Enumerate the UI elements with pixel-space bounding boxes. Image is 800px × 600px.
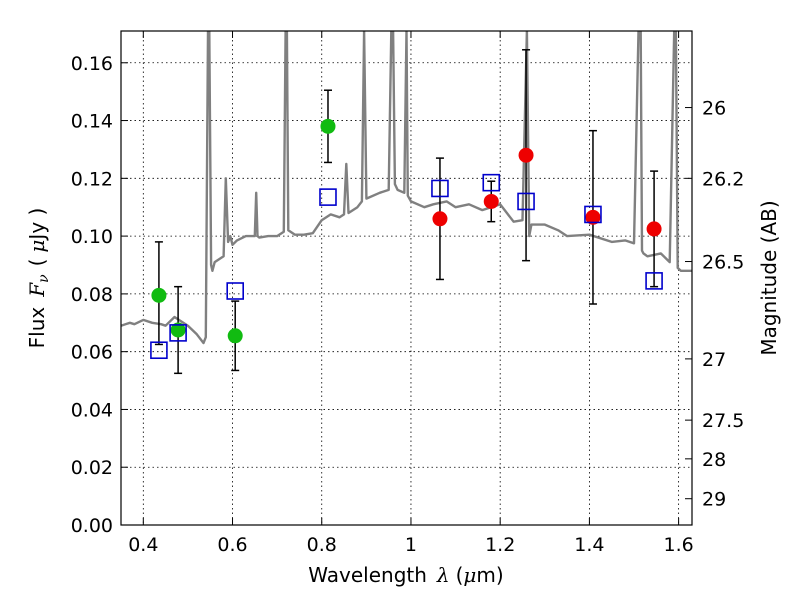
optical-data-point	[320, 118, 336, 134]
model-square-point	[169, 324, 187, 342]
x-axis-title-symbol: λ	[436, 563, 450, 587]
y-axis-title-unit-open: (	[25, 259, 49, 267]
y2-tick-label: 27.5	[702, 410, 744, 432]
model-square-point	[645, 272, 663, 290]
nir-data-point	[646, 221, 662, 237]
y2-axis-title: Magnitude (AB)	[757, 200, 781, 355]
x-axis-title-unit-mu: μ	[463, 563, 476, 587]
nir-data-point	[483, 193, 499, 209]
y-tick-label: 0.04	[71, 399, 113, 421]
optical-data-point	[151, 287, 167, 303]
x-tick-label: 1	[405, 534, 417, 556]
y-axis-title-symbol: F	[25, 282, 49, 298]
x-axis-title-text: Wavelength	[308, 563, 427, 587]
plot-frame	[120, 30, 693, 526]
y-tick-label: 0.06	[71, 342, 113, 364]
y-axis-title-symbol-sub: ν	[36, 274, 52, 283]
y-tick-label: 0.08	[71, 284, 113, 306]
y-axis-title-unit-rest: Jy )	[25, 208, 49, 242]
x-tick-label: 0.4	[128, 534, 158, 556]
model-square-point	[517, 192, 535, 211]
optical-data-point	[170, 322, 186, 338]
sed-model-line	[121, 31, 692, 345]
model-square-point	[226, 282, 244, 300]
tick-label-layer: 0.4 0.6 0.8 1 1.2 1.4 1.6 0.00 0.02 0.04 0.06 0.08 0…	[71, 53, 745, 556]
model-square-point	[150, 341, 168, 360]
model-square-point	[584, 205, 602, 224]
y-tick-label: 0.02	[71, 457, 113, 479]
x-tick-label: 0.8	[307, 534, 337, 556]
x-tick-label: 1.4	[574, 534, 604, 556]
optical-data-point	[227, 328, 243, 344]
x-axis-title-unit-rest: m)	[476, 563, 503, 587]
y2-tick-label: 29	[702, 489, 726, 511]
y2-tick-label: 28	[702, 449, 726, 471]
y-tick-label: 0.12	[71, 168, 113, 190]
y-axis-title-unit-mu: μ	[25, 240, 49, 253]
y2-tick-label: 26	[702, 98, 726, 120]
x-tick-label: 1.6	[664, 534, 694, 556]
y-tick-label: 0.10	[71, 226, 113, 248]
y-axis-title-text: Flux	[25, 307, 49, 349]
plot-area	[121, 31, 692, 375]
y-axis-title: Flux Fν ( μJy )	[25, 208, 52, 349]
y2-tick-label: 27	[702, 349, 726, 371]
nir-data-point	[518, 147, 534, 163]
x-axis-title: Wavelength λ (μm)	[308, 563, 503, 587]
model-square-point	[319, 188, 337, 206]
y-tick-label: 0.00	[71, 515, 113, 537]
x-tick-label: 0.6	[217, 534, 247, 556]
y2-tick-label: 26.2	[702, 168, 744, 190]
nir-data-point	[432, 211, 448, 227]
y-tick-label: 0.14	[71, 111, 113, 133]
model-square-point	[431, 179, 449, 198]
nir-data-point	[585, 209, 601, 225]
model-square-point	[482, 173, 501, 192]
y-tick-label: 0.16	[71, 53, 113, 75]
x-axis-title-unit-open: (	[456, 563, 464, 587]
y2-tick-label: 26.5	[702, 252, 744, 274]
tick-layer	[121, 31, 692, 526]
x-tick-label: 1.2	[485, 534, 515, 556]
